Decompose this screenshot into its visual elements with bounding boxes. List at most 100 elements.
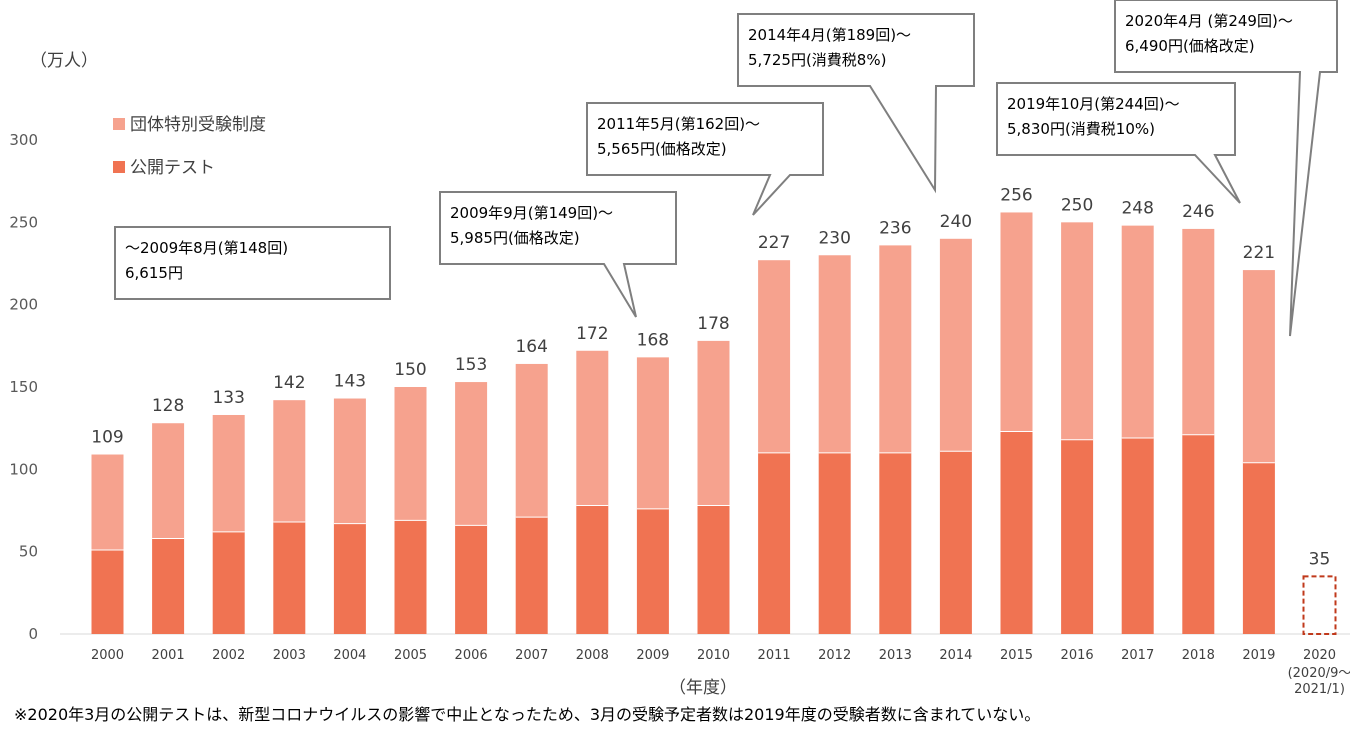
x-tick-label: 2004 (333, 648, 366, 663)
legend-swatch-group-test (113, 118, 125, 130)
bar-segment-group-test (636, 357, 669, 509)
bar-segment-group-test (515, 363, 548, 518)
bar-segment-public-test (939, 451, 972, 634)
bar-segment-public-test (1121, 438, 1154, 634)
bar-segment-public-test (1061, 439, 1094, 634)
bar-group-2001: 128 (152, 396, 184, 634)
bar-segment-group-test (394, 387, 427, 521)
x-tick-label: 2011 (758, 648, 791, 663)
legend-label-group-test: 団体特別受験制度 (130, 115, 266, 135)
bar-segment-group-test (152, 423, 185, 539)
x-tick-label: 2001 (152, 648, 185, 663)
callout-text-line: 2009年9月(第149回)～ (450, 204, 613, 222)
bar-group-2011: 227 (758, 233, 790, 634)
total-value-label: 143 (334, 372, 366, 392)
x-tick-label: 2005 (394, 648, 427, 663)
bar-group-2017: 248 (1121, 199, 1154, 634)
callouts: ～2009年8月(第148回) 6,615円 2009年9月(第149回)～ 5,98… (114, 0, 1338, 337)
y-tick-label: 0 (28, 625, 38, 643)
bar-group-2002: 133 (212, 388, 245, 634)
x-tick-label: 2013 (879, 648, 912, 663)
total-value-label: 133 (212, 388, 244, 408)
bar-group-2009: 168 (637, 330, 669, 634)
total-value-label: 250 (1061, 195, 1093, 215)
callout-bubble (439, 191, 677, 318)
bar-group-2006: 153 (455, 355, 487, 634)
legend-swatch-public-test (113, 161, 125, 173)
callout-bubble (586, 102, 824, 216)
bar-segment-group-test (1121, 225, 1154, 439)
bar-segment-public-test (152, 538, 185, 634)
callout-text-line: 5,725円(消費税8%) (748, 51, 886, 69)
bar-group-2003: 142 (273, 373, 306, 634)
x-axis: 2000 2001 2002 2003 2004 2005 2006 2007 2008 2009… (91, 648, 1350, 697)
total-value-label: 168 (637, 330, 669, 350)
callout-text-line: 2020年4月 (第249回)～ (1125, 12, 1293, 30)
bar-group-2019: 221 (1243, 243, 1275, 634)
x-tick-label: 2006 (455, 648, 488, 663)
bar-segment-public-test (818, 452, 851, 634)
bar-segment-public-test (636, 508, 669, 634)
x-tick-label: 2008 (576, 648, 609, 663)
bar-group-2000: 109 (91, 428, 124, 634)
y-tick-label: 150 (9, 378, 38, 396)
price-callout: 2020年4月 (第249回)～ 6,490円(価格改定) (1114, 0, 1338, 337)
legend-label-public-test: 公開テスト (130, 158, 215, 178)
legend: 団体特別受験制度 公開テスト (113, 115, 266, 178)
bar-group-2014: 240 (940, 212, 972, 634)
y-tick-label: 250 (9, 213, 38, 231)
bar-segment-group-test (455, 382, 488, 526)
bar-group-2016: 250 (1061, 195, 1093, 634)
callout-text-line: 2019年10月(第244回)～ (1007, 95, 1180, 113)
bar-group-2010: 178 (697, 314, 730, 634)
bar-segment-group-test (1000, 212, 1033, 432)
bar-group-2015: 256 (1000, 185, 1033, 634)
total-value-label: 246 (1182, 202, 1214, 222)
bar-segment-public-test (333, 523, 366, 634)
callout-text-line: 2011年5月(第162回)～ (597, 115, 760, 133)
total-value-label: 230 (818, 228, 850, 248)
bar-group-2012: 230 (818, 228, 851, 634)
x-tick-label: 2003 (273, 648, 306, 663)
total-value-label: 153 (455, 355, 487, 375)
bar-group-2020: 35 (1302, 549, 1337, 635)
total-value-label: 172 (576, 324, 608, 344)
bar-segment-public-test (697, 505, 730, 634)
bar-segment-group-test (1061, 222, 1094, 440)
callout-text-line: 5,985円(価格改定) (450, 229, 580, 247)
y-tick-label: 200 (9, 296, 38, 314)
total-value-label: 164 (515, 337, 547, 357)
x-tick-label: 2002 (212, 648, 245, 663)
y-tick-label: 100 (9, 460, 38, 478)
total-value-label: 150 (394, 360, 426, 380)
bar-segment-public-test (455, 525, 488, 634)
x-tick-label: 2014 (939, 648, 972, 663)
x-tick-sublabel: (2020/9～ (1288, 666, 1350, 681)
x-tick-label: 2010 (697, 648, 730, 663)
footnote: ※2020年3月の公開テストは、新型コロナウイルスの影響で中止となったため、3月… (14, 705, 1040, 724)
x-tick-label: 2016 (1061, 648, 1094, 663)
y-unit-label: （万人） (30, 51, 98, 71)
total-value-label: 35 (1309, 549, 1331, 569)
callout-text-line: 2014年4月(第189回)～ (748, 26, 911, 44)
bar-segment-group-test (818, 255, 851, 453)
bar-segment-public-test (212, 531, 245, 634)
price-callout: ～2009年8月(第148回) 6,615円 (114, 226, 391, 300)
bar-segment-group-test (212, 414, 245, 532)
bar-segment-group-test (576, 350, 609, 506)
x-tick-label: 2007 (515, 648, 548, 663)
total-value-label: 221 (1243, 243, 1275, 263)
x-tick-label: 2009 (636, 648, 669, 663)
bar-group-2004: 143 (334, 372, 366, 634)
total-value-label: 256 (1000, 185, 1032, 205)
total-value-label: 248 (1121, 199, 1153, 219)
callout-bubble (114, 226, 391, 300)
callout-text-line: 5,565円(価格改定) (597, 140, 727, 158)
total-value-label: 109 (91, 428, 123, 448)
bar-segment-group-test (758, 260, 791, 453)
total-value-label: 240 (940, 212, 972, 232)
x-tick-sublabel: 2021/1) (1294, 682, 1345, 697)
x-tick-label: 2019 (1242, 648, 1275, 663)
total-value-label: 236 (879, 218, 911, 238)
callout-text-line: ～2009年8月(第148回) (125, 239, 288, 257)
